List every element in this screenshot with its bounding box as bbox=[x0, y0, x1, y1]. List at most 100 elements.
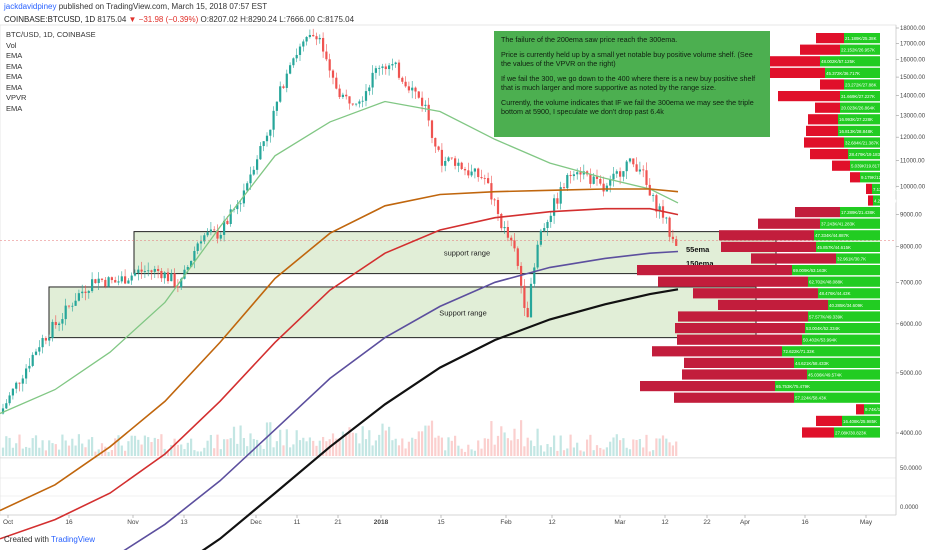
note-paragraph: Price is currently held up by a small ye… bbox=[501, 50, 753, 68]
candle bbox=[246, 183, 249, 191]
volume-bar bbox=[483, 438, 486, 456]
vpvr-buy-bar bbox=[828, 299, 880, 310]
candle bbox=[140, 269, 143, 272]
legend-item[interactable]: VPVR bbox=[6, 93, 27, 102]
candle bbox=[615, 171, 618, 174]
candle bbox=[41, 338, 44, 348]
candle bbox=[427, 104, 430, 121]
vpvr-label: 72.622K/71.33K bbox=[783, 349, 815, 354]
volume-group bbox=[1, 420, 678, 456]
candle bbox=[381, 66, 384, 68]
y-tick-label: 8000.00 bbox=[900, 244, 922, 250]
vpvr-label: 23.272K/27.88K bbox=[845, 82, 877, 87]
vpvr-sell-bar bbox=[810, 149, 848, 160]
support-range-label: Support range bbox=[439, 308, 487, 317]
x-tick-label: 12 bbox=[661, 519, 669, 526]
candle bbox=[15, 382, 18, 389]
candle bbox=[48, 337, 51, 341]
volume-bar bbox=[493, 444, 496, 456]
legend-item[interactable]: EMA bbox=[6, 72, 23, 81]
volume-bar bbox=[434, 437, 437, 456]
candle bbox=[388, 65, 391, 70]
analysis-note: The failure of the 200ema saw price reac… bbox=[494, 31, 770, 137]
volume-bar bbox=[11, 447, 14, 456]
x-tick-label: Nov bbox=[127, 519, 139, 526]
candle bbox=[28, 365, 31, 369]
volume-bar bbox=[595, 445, 599, 456]
candle bbox=[454, 158, 457, 166]
volume-bar bbox=[199, 451, 203, 456]
vpvr-label: 7.13K/6.36K bbox=[873, 187, 897, 192]
vpvr-buy-bar bbox=[840, 44, 880, 55]
legend-item[interactable]: BTC/USD, 1D, COINBASE bbox=[6, 30, 96, 39]
volume-bar bbox=[490, 421, 493, 456]
vpvr-sell-bar bbox=[802, 427, 834, 438]
candle bbox=[473, 168, 476, 172]
candle bbox=[536, 244, 539, 268]
candle bbox=[364, 91, 368, 101]
candle bbox=[219, 234, 222, 239]
volume-bar bbox=[183, 449, 186, 456]
candle bbox=[173, 273, 176, 287]
volume-bar bbox=[226, 439, 229, 456]
volume-bar bbox=[513, 428, 516, 456]
x-tick-label: 13 bbox=[180, 519, 188, 526]
volume-bar bbox=[117, 435, 120, 456]
footer-prefix: Created with bbox=[4, 535, 49, 544]
volume-bar bbox=[648, 451, 651, 456]
volume-bar bbox=[236, 443, 239, 456]
legend-item[interactable]: Vol bbox=[6, 40, 17, 50]
volume-bar bbox=[358, 443, 361, 456]
candle bbox=[467, 170, 470, 176]
vpvr-buy-bar bbox=[873, 195, 880, 206]
candle bbox=[516, 248, 519, 266]
candle bbox=[424, 104, 427, 106]
tradingview-logo-text[interactable]: TradingView bbox=[51, 535, 96, 544]
y-tick-label: 11000.00 bbox=[900, 159, 925, 165]
volume-bar bbox=[440, 437, 443, 456]
legend-item[interactable]: EMA bbox=[6, 61, 23, 71]
volume-bar bbox=[536, 428, 539, 456]
legend-item[interactable]: EMA bbox=[6, 51, 23, 60]
legend-item[interactable]: EMA bbox=[6, 82, 23, 92]
y-tick-label: 7000.00 bbox=[900, 280, 922, 286]
candle bbox=[176, 286, 179, 288]
candle bbox=[226, 220, 229, 224]
author-link[interactable]: jackdavidpiney bbox=[4, 2, 57, 11]
volume-bar bbox=[21, 448, 24, 456]
candle bbox=[609, 179, 612, 186]
vpvr-label: 21.189K/25.38K bbox=[845, 36, 877, 41]
candle bbox=[190, 260, 193, 267]
legend-item[interactable]: EMA bbox=[6, 103, 23, 113]
volume-bar bbox=[569, 434, 572, 456]
candle bbox=[447, 157, 450, 161]
volume-bar bbox=[523, 446, 526, 456]
volume-bar bbox=[193, 450, 196, 456]
candle bbox=[625, 161, 628, 172]
volume-bar bbox=[120, 445, 123, 456]
vpvr-buy-bar bbox=[808, 311, 880, 322]
candle bbox=[371, 72, 374, 88]
volume-bar bbox=[252, 438, 255, 456]
vpvr-sell-bar bbox=[750, 67, 825, 78]
candle bbox=[196, 243, 199, 251]
volume-bar bbox=[625, 447, 628, 456]
candle bbox=[576, 172, 579, 175]
x-tick-label: 11 bbox=[294, 519, 301, 526]
x-tick-label: May bbox=[860, 519, 873, 526]
vpvr-buy-bar bbox=[825, 67, 880, 78]
volume-bar bbox=[447, 437, 450, 456]
x-tick-label: 16 bbox=[801, 519, 809, 526]
volume-bar bbox=[107, 451, 110, 456]
volume-bar bbox=[51, 443, 54, 456]
candle bbox=[275, 101, 278, 111]
vpvr-label: 45.857K/44.615K bbox=[817, 245, 851, 250]
candle bbox=[523, 285, 526, 308]
x-tick-label: Dec bbox=[250, 519, 262, 526]
symbol-bar: COINBASE:BTCUSD, 1D 8175.04 ▼ −31.98 (−0… bbox=[4, 15, 354, 24]
volume-bar bbox=[338, 438, 341, 456]
vpvr-buy-bar bbox=[842, 415, 880, 426]
volume-bar bbox=[364, 439, 368, 456]
candle bbox=[18, 382, 21, 384]
